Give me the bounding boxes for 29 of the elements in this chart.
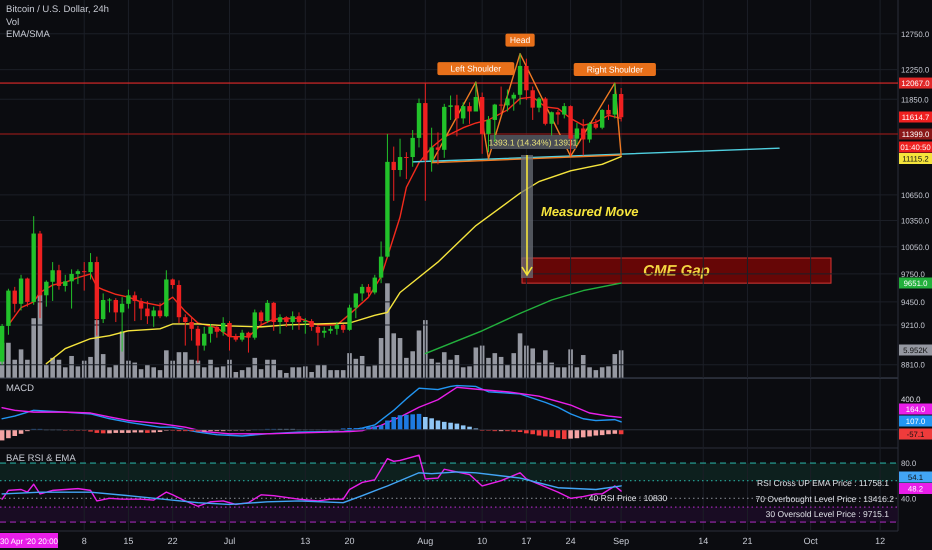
x-tick-label: Oct (804, 536, 818, 546)
x-tick-label: 20 (344, 536, 355, 546)
x-tick-label: 22 (168, 536, 178, 546)
x-tick-label: Sep (613, 536, 630, 546)
annotation: 70 Overbought Level Price : 13416.2 (756, 494, 894, 504)
x-tick-label: 14 (698, 536, 708, 546)
annotation: Head (510, 35, 530, 46)
annotation: RSI Cross UP EMA Price : 11758.1 (757, 478, 890, 488)
x-tick-label: 12 (875, 536, 886, 546)
annotation: Vol (6, 17, 20, 28)
x-tick-label: 24 (566, 536, 576, 546)
annotation: Left Shoulder (450, 64, 502, 74)
x-tick-label: 17 (521, 536, 532, 546)
x-tick-label: 21 (742, 536, 752, 546)
x-tick-label: 8 (82, 536, 87, 546)
annotation: 30 Oversold Level Price : 9715.1 (766, 509, 890, 519)
x-tick-label: Jul (224, 536, 236, 546)
text: BAE RSI & EMA (6, 453, 76, 464)
text: Bitcoin / U.S. Dollar, 24h (6, 4, 109, 15)
annotation: Measured Move (541, 204, 639, 219)
annotation: 40 RSI Price : 10830 (588, 493, 668, 503)
x-tick-label: Aug (417, 536, 434, 546)
x-tick-label: 13 (300, 536, 310, 546)
annotation: Right Shoulder (586, 64, 644, 75)
x-tick-label: 10 (477, 536, 488, 546)
text: 30 Apr '20 20:00 (0, 537, 59, 546)
x-tick-label: 15 (123, 536, 134, 546)
annotation: EMA/SMA (6, 29, 50, 40)
chart-title: MACD (6, 383, 34, 394)
